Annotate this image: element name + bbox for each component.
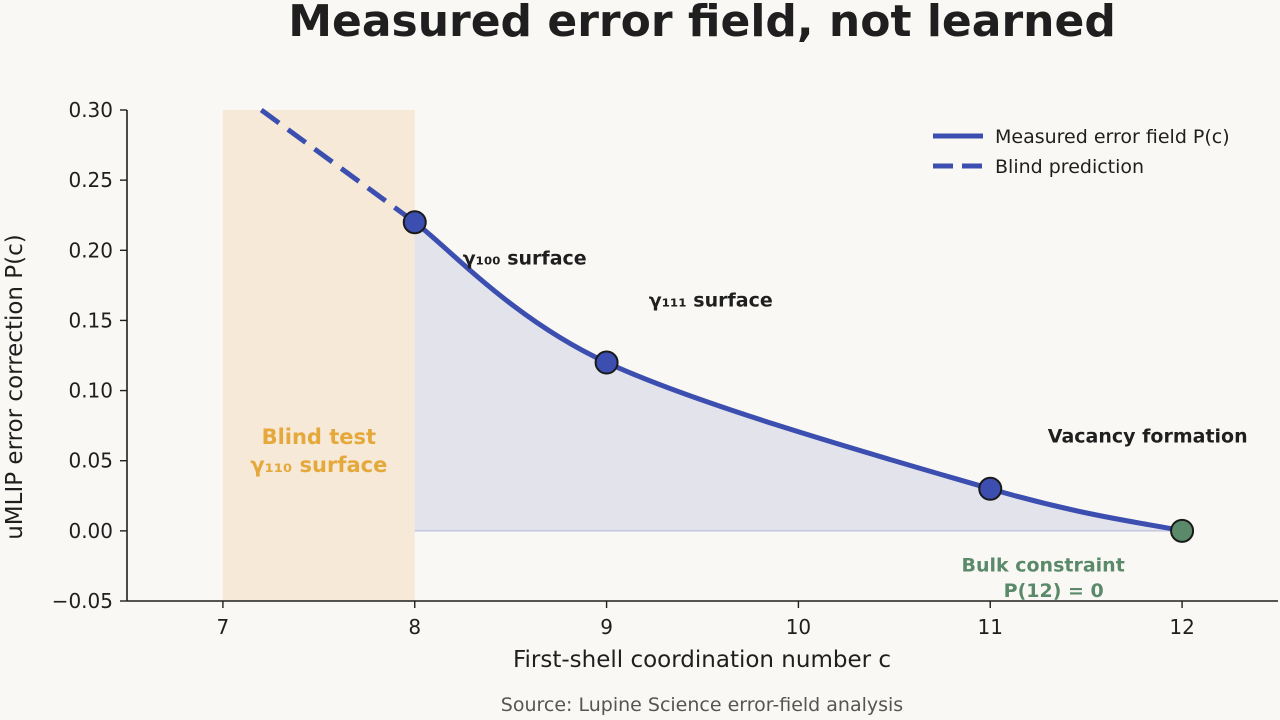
chart-annotation: γ₁₀₀ surface: [463, 247, 587, 269]
x-tick-label: 7: [217, 615, 230, 639]
error-field-area: [414, 222, 1183, 531]
blind-test-label: γ₁₁₀ surface: [250, 453, 387, 477]
blind-test-region: [222, 110, 415, 601]
y-tick-label: −0.05: [52, 589, 113, 613]
chart-annotation: γ₁₁₁ surface: [649, 289, 773, 311]
y-tick-label: 0.10: [68, 379, 113, 403]
source-note: Source: Lupine Science error-field analy…: [501, 694, 903, 716]
x-tick-label: 10: [786, 615, 811, 639]
legend-label-blind: Blind prediction: [995, 156, 1144, 178]
blind-test-label: Blind test: [262, 425, 377, 449]
y-tick-label: 0.00: [68, 519, 113, 543]
y-tick-label: 0.15: [68, 308, 113, 332]
y-tick-label: 0.20: [68, 238, 113, 262]
chart-annotation: Bulk constraint: [961, 555, 1124, 577]
data-point: [1170, 518, 1195, 543]
y-axis-label: uMLIP error correction P(c): [2, 234, 28, 540]
x-tick-label: 12: [1169, 615, 1194, 639]
x-tick-label: 9: [600, 615, 613, 639]
plot-area: 7 8 9 10 11 12 −0.05 0.00 0.05 0.10 0.15 0.20 0.25 0.…: [52, 98, 1278, 639]
data-point: [402, 210, 427, 235]
chart-title: Measured error field, not learned: [288, 0, 1116, 47]
x-axis-label: First-shell coordination number c: [513, 647, 891, 673]
chart-annotation: P(12) = 0: [1004, 580, 1104, 602]
x-tick-label: 11: [978, 615, 1003, 639]
y-tick-label: 0.25: [68, 168, 113, 192]
data-point: [594, 350, 619, 375]
y-tick-label: 0.05: [68, 449, 113, 473]
y-tick-label: 0.30: [68, 98, 113, 122]
legend-label-measured: Measured error field P(c): [995, 126, 1230, 148]
x-tick-label: 8: [408, 615, 421, 639]
chart-annotation: Vacancy formation: [1048, 425, 1248, 447]
measured-series-line: [412, 219, 1185, 534]
data-point: [978, 476, 1003, 501]
